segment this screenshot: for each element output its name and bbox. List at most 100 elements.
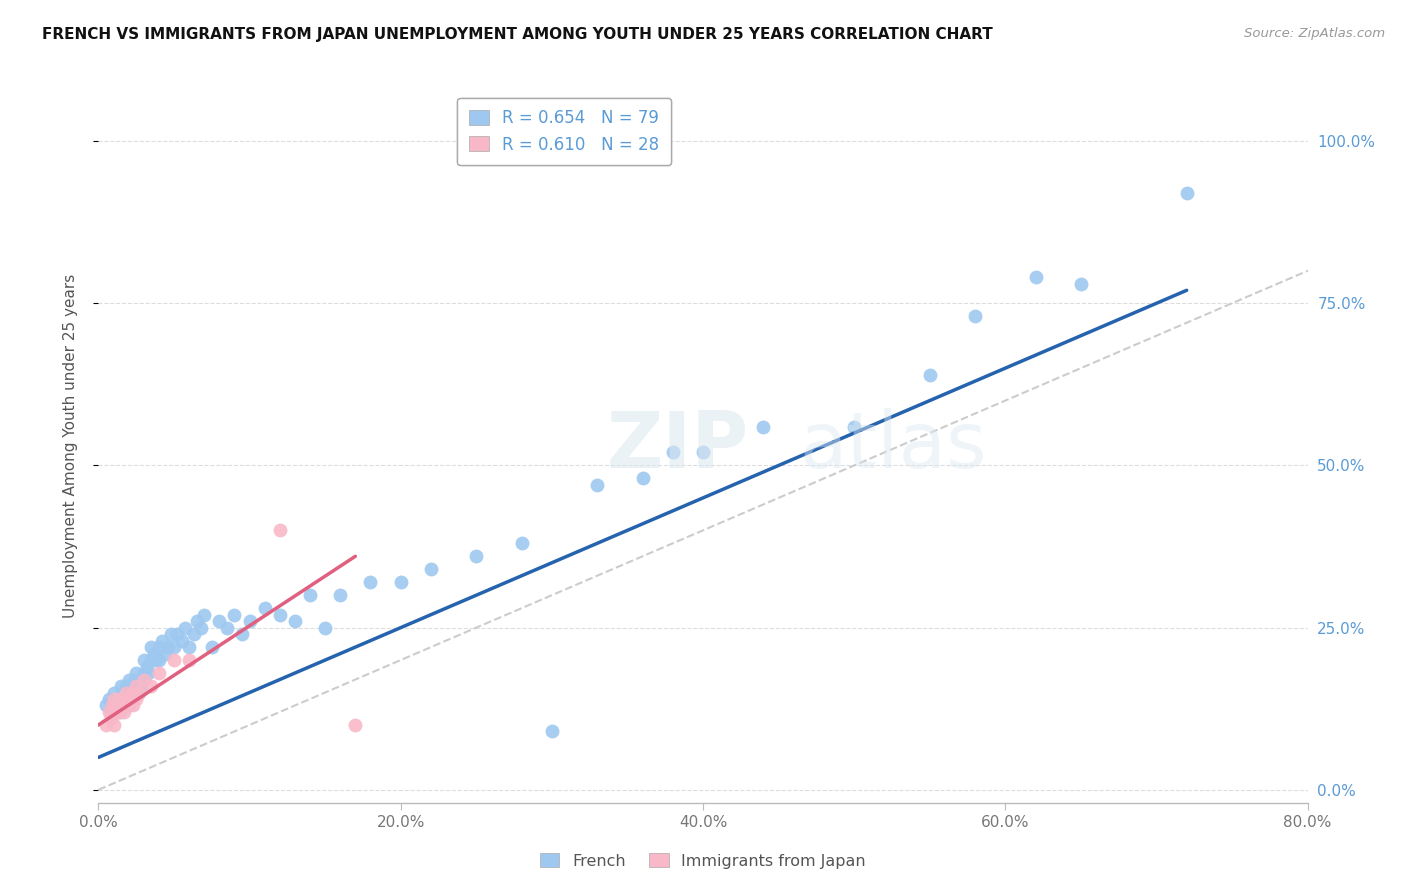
Point (94, 698, 117, 713)
Point (239, 614, 262, 628)
Point (110, 698, 132, 713)
Point (114, 698, 136, 713)
Point (148, 653, 170, 667)
Point (115, 692, 138, 706)
Point (186, 614, 208, 628)
Point (148, 640, 170, 654)
Point (94, 718, 117, 732)
Point (100, 711, 122, 725)
Point (183, 627, 205, 641)
Point (141, 679, 163, 693)
Point (122, 692, 145, 706)
Point (111, 692, 134, 706)
Point (111, 692, 134, 706)
Point (136, 666, 159, 681)
Text: atlas: atlas (800, 408, 987, 484)
Point (179, 653, 201, 667)
Point (141, 640, 163, 654)
Point (125, 679, 148, 693)
Point (284, 614, 307, 628)
Point (129, 679, 152, 693)
Point (752, 419, 775, 434)
Point (170, 633, 193, 648)
Point (103, 718, 125, 732)
Text: ZIP: ZIP (606, 408, 748, 484)
Point (965, 310, 987, 324)
Point (98, 705, 121, 719)
Point (110, 698, 132, 713)
Point (103, 705, 125, 719)
Point (124, 673, 146, 687)
Point (166, 627, 188, 641)
Point (122, 698, 145, 713)
Point (108, 705, 131, 719)
Point (132, 673, 155, 687)
Point (156, 640, 179, 654)
Point (201, 640, 224, 654)
Point (540, 724, 562, 739)
Point (112, 705, 135, 719)
Point (105, 698, 128, 713)
Point (844, 419, 866, 434)
Point (114, 679, 136, 693)
Point (661, 445, 683, 459)
Point (125, 692, 148, 706)
Point (150, 633, 173, 648)
Point (145, 653, 167, 667)
Point (160, 627, 183, 641)
Point (173, 621, 195, 635)
Y-axis label: Unemployment Among Youth under 25 years: Unemployment Among Youth under 25 years (63, 274, 77, 618)
Point (344, 718, 367, 732)
Point (101, 698, 124, 713)
Point (692, 445, 714, 459)
Point (215, 621, 238, 635)
Point (105, 705, 128, 719)
Point (118, 692, 141, 706)
Point (121, 685, 143, 699)
Point (510, 536, 533, 550)
Point (465, 549, 488, 564)
Point (114, 685, 136, 699)
Point (299, 588, 322, 602)
Point (179, 640, 201, 654)
Point (127, 685, 149, 699)
Point (314, 621, 336, 635)
Point (193, 607, 215, 622)
Text: FRENCH VS IMMIGRANTS FROM JAPAN UNEMPLOYMENT AMONG YOUTH UNDER 25 YEARS CORRELAT: FRENCH VS IMMIGRANTS FROM JAPAN UNEMPLOY… (42, 27, 993, 42)
Point (108, 692, 131, 706)
Point (107, 692, 129, 706)
Point (105, 698, 128, 713)
Point (103, 692, 125, 706)
Point (107, 705, 129, 719)
Point (118, 685, 141, 699)
Point (103, 685, 125, 699)
Point (125, 679, 148, 693)
Point (329, 588, 352, 602)
Point (118, 698, 141, 713)
Point (118, 673, 141, 687)
Legend: French, Immigrants from Japan: French, Immigrants from Japan (533, 847, 873, 875)
Point (389, 575, 412, 590)
Point (125, 666, 148, 681)
Point (98, 692, 121, 706)
Point (135, 659, 157, 673)
Point (163, 640, 186, 654)
Point (141, 653, 163, 667)
Point (112, 685, 135, 699)
Point (100, 705, 122, 719)
Point (132, 653, 155, 667)
Point (269, 607, 291, 622)
Point (114, 698, 136, 713)
Point (163, 653, 186, 667)
Point (1175, 186, 1198, 200)
Point (128, 685, 150, 699)
Point (586, 478, 609, 492)
Point (253, 601, 276, 615)
Point (231, 627, 253, 641)
Point (110, 679, 132, 693)
Point (153, 647, 176, 661)
Point (148, 666, 170, 681)
Point (121, 685, 143, 699)
Point (121, 679, 143, 693)
Legend: R = 0.654   N = 79, R = 0.610   N = 28: R = 0.654 N = 79, R = 0.610 N = 28 (457, 97, 671, 165)
